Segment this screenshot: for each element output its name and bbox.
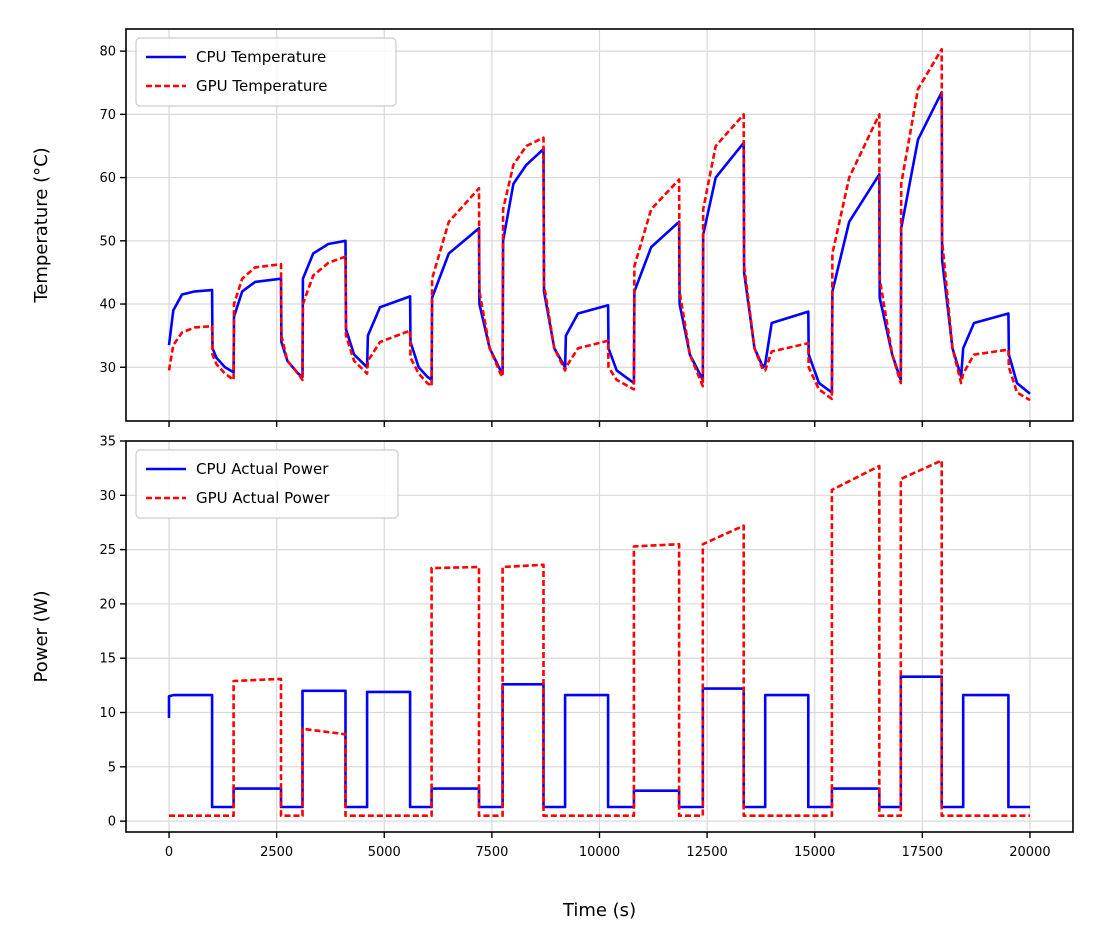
y-tick-label: 50 <box>99 234 116 249</box>
y-tick-label: 80 <box>99 45 116 60</box>
x-tick-label: 17500 <box>902 845 943 860</box>
series-line-cpu-actual-power <box>167 675 1030 809</box>
x-tick-label: 20000 <box>1009 845 1050 860</box>
y-tick-label: 25 <box>99 543 116 558</box>
y-axis-label: Temperature (°C) <box>31 147 52 303</box>
power-panel: 0 2500 5000 7500 10000 12500 15000 17500 20000 0 5… <box>31 435 1074 921</box>
y-tick-label: 40 <box>99 298 116 313</box>
legend-label: CPU Actual Power <box>196 460 329 478</box>
y-tick-label: 35 <box>99 435 116 450</box>
temperature-panel: 30 40 50 60 70 80 Temperature (°C) CPU Temperat… <box>31 28 1074 427</box>
x-axis-label: Time (s) <box>562 900 636 921</box>
power-series-group <box>167 459 1030 818</box>
legend-label: CPU Temperature <box>196 48 326 66</box>
temperature-grid <box>126 29 1073 421</box>
y-tick-label: 15 <box>99 652 116 667</box>
y-tick-label: 60 <box>99 171 116 186</box>
series-line-gpu-actual-power <box>169 459 1030 818</box>
legend-box <box>135 449 399 519</box>
legend-label: GPU Temperature <box>196 77 327 95</box>
x-tick-label: 2500 <box>260 845 293 860</box>
x-tick-label: 7500 <box>475 845 508 860</box>
y-tick-label: 30 <box>99 489 116 504</box>
power-legend: CPU Actual Power GPU Actual Power <box>135 449 399 519</box>
y-axis-label: Power (W) <box>31 591 52 683</box>
legend-box <box>135 37 397 107</box>
y-tick-label: 20 <box>99 597 116 612</box>
x-tick-label: 5000 <box>368 845 401 860</box>
y-tick-label: 30 <box>99 361 116 376</box>
y-tick-label: 70 <box>99 108 116 123</box>
temperature-series-group <box>167 47 1031 402</box>
x-tick-label: 12500 <box>686 845 727 860</box>
x-tick-label: 10000 <box>579 845 620 860</box>
y-tick-label: 10 <box>99 706 116 721</box>
series-line-gpu-temperature <box>167 47 1031 402</box>
temperature-legend: CPU Temperature GPU Temperature <box>135 37 397 107</box>
y-tick-label: 0 <box>108 815 116 830</box>
x-tick-label: 0 <box>165 845 173 860</box>
x-tick-label: 15000 <box>794 845 835 860</box>
y-tick-label: 5 <box>108 760 116 775</box>
legend-label: GPU Actual Power <box>196 489 330 507</box>
